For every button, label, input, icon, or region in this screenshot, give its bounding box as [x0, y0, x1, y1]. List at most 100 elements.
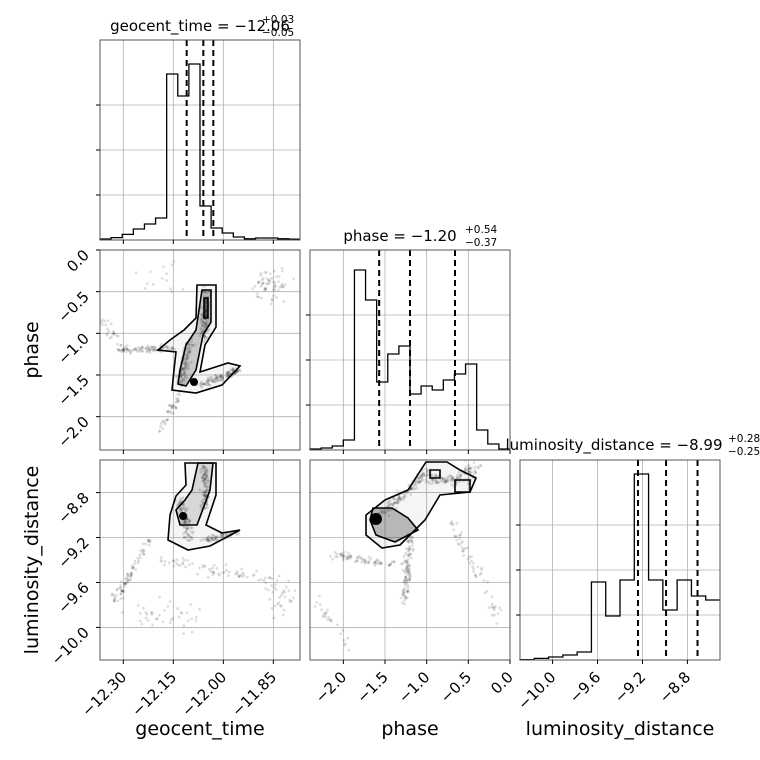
sample-point: [186, 355, 190, 359]
sample-point: [446, 479, 450, 483]
sample-point: [200, 320, 203, 324]
sample-point: [206, 379, 210, 382]
sample-point: [187, 342, 191, 346]
sample-point: [146, 538, 150, 541]
sample-point: [221, 533, 225, 537]
sample-point: [280, 269, 284, 273]
sample-point: [216, 379, 220, 383]
sample-point: [263, 271, 267, 274]
sample-point: [204, 322, 208, 326]
sample-point: [188, 535, 191, 538]
sample-point: [200, 313, 204, 317]
sample-point: [405, 596, 409, 600]
sample-point: [406, 572, 409, 576]
sample-point: [472, 561, 475, 565]
sample-point: [404, 576, 407, 579]
sample-point: [272, 294, 276, 298]
sample-point: [123, 581, 127, 585]
sample-point: [226, 374, 229, 378]
sample-point: [138, 347, 142, 351]
sample-point: [212, 538, 216, 542]
sample-point: [405, 566, 409, 569]
sample-point: [208, 539, 212, 543]
sample-point: [390, 560, 394, 564]
sample-point: [218, 374, 222, 378]
sample-point: [467, 470, 471, 474]
sample-point: [119, 592, 123, 596]
sample-point: [402, 598, 406, 602]
sample-point: [264, 286, 268, 290]
sample-point: [182, 378, 185, 381]
sample-point: [112, 599, 116, 602]
sample-point: [405, 566, 408, 570]
sample-point: [416, 477, 420, 481]
sample-point: [406, 539, 410, 543]
sample-point: [230, 368, 234, 372]
sample-point: [142, 552, 146, 556]
sample-point: [263, 288, 267, 292]
sample-point: [188, 351, 192, 355]
sample-point: [403, 586, 407, 590]
sample-point: [135, 349, 139, 353]
sample-point: [119, 343, 123, 347]
sample-point: [203, 472, 207, 475]
sample-point: [237, 532, 241, 536]
sample-point: [176, 563, 180, 567]
sample-point: [356, 555, 360, 559]
sample-point: [403, 578, 406, 582]
sample-point: [120, 348, 123, 352]
sample-point: [391, 504, 395, 508]
sample-point: [182, 503, 186, 507]
sample-point: [281, 613, 285, 617]
sample-point: [456, 475, 460, 479]
sample-point: [268, 597, 272, 601]
sample-point: [346, 557, 350, 561]
sample-point: [186, 534, 190, 537]
sample-point: [144, 346, 148, 350]
sample-point: [168, 621, 172, 624]
sample-point: [257, 578, 260, 582]
sample-point: [275, 275, 278, 279]
sample-point: [202, 538, 206, 541]
sample-point: [175, 375, 179, 379]
sample-point: [165, 278, 168, 282]
tick-label-luminosity_distance: −8.8: [54, 489, 92, 527]
sample-point: [459, 473, 463, 477]
sample-point: [492, 605, 496, 609]
sample-point: [404, 567, 408, 571]
sample-point: [205, 291, 209, 295]
sample-point: [219, 374, 222, 378]
sample-point: [186, 619, 190, 623]
sample-point: [165, 272, 168, 276]
sample-point: [171, 404, 174, 407]
sample-point: [202, 478, 206, 481]
sample-point: [185, 348, 189, 352]
sample-point: [167, 345, 170, 349]
sample-point: [205, 485, 208, 489]
sample-point: [486, 580, 490, 584]
sample-point: [125, 344, 129, 347]
sample-point: [207, 538, 211, 542]
sample-point: [401, 601, 404, 605]
sample-point: [203, 477, 207, 481]
sample-point: [422, 472, 425, 476]
sample-point: [159, 425, 162, 429]
sample-point: [183, 365, 187, 368]
sample-point: [180, 371, 184, 375]
sample-point: [407, 554, 411, 558]
sample-point: [493, 605, 497, 608]
sample-point: [403, 580, 407, 584]
sample-point: [185, 521, 189, 525]
sample-point: [379, 560, 383, 564]
title-geocent-time: geocent_time = −12.06: [110, 17, 290, 36]
sample-point: [189, 603, 193, 606]
sample-point: [405, 568, 409, 571]
sample-point: [202, 382, 205, 386]
sample-point: [315, 601, 319, 604]
sample-point: [491, 606, 495, 610]
sample-point: [227, 373, 230, 377]
sample-point: [115, 588, 119, 592]
sample-point: [113, 597, 117, 601]
sample-point: [171, 559, 175, 563]
